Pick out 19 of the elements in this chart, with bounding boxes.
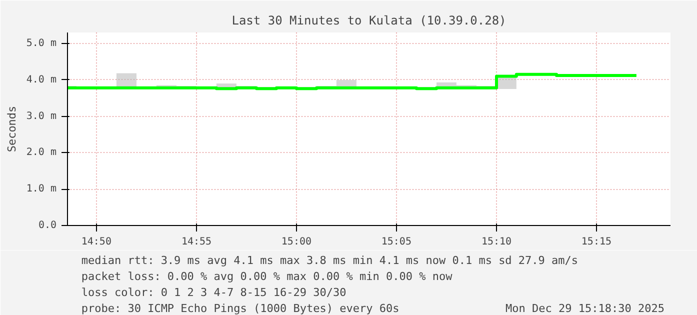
y-tick-label: 5.0 m [26, 38, 57, 49]
x-tick-label: 15:10 [481, 236, 512, 248]
text: median rtt: 3.9 ms avg 4.1 ms max 3.8 ms min 4.1 ms now 0.1 ms sd 27.9 am/s [81, 254, 578, 267]
text: probe: 30 ICMP Echo Pings (1000 Bytes) every 60s [81, 302, 400, 315]
y-tick-label: 3.0 m [26, 110, 57, 122]
text: Mon Dec 29 15:18:30 2025 [506, 302, 664, 315]
x-tick-label: 14:50 [81, 236, 112, 248]
text: loss color: 0 1 2 3 4-7 8-15 16-29 30/30 [81, 286, 346, 299]
x-tick-label: 15:15 [581, 236, 612, 248]
chart-title: Last 30 Minutes to Kulata (10.39.0.28) [232, 14, 506, 28]
x-tick-label: 14:55 [181, 236, 212, 248]
y-tick-label: 1.0 m [26, 184, 57, 195]
y-axis-title: Seconds [5, 106, 18, 152]
x-tick-label: 15:05 [381, 236, 412, 248]
x-tick-label: 15:00 [281, 236, 312, 248]
y-tick-label: 0.0 [38, 220, 56, 231]
y-tick-label: 2.0 m [26, 147, 57, 158]
text: packet loss: 0.00 % avg 0.00 % max 0.00 % min 0.00 % now [81, 270, 453, 283]
y-tick-label: 4.0 m [26, 74, 57, 86]
